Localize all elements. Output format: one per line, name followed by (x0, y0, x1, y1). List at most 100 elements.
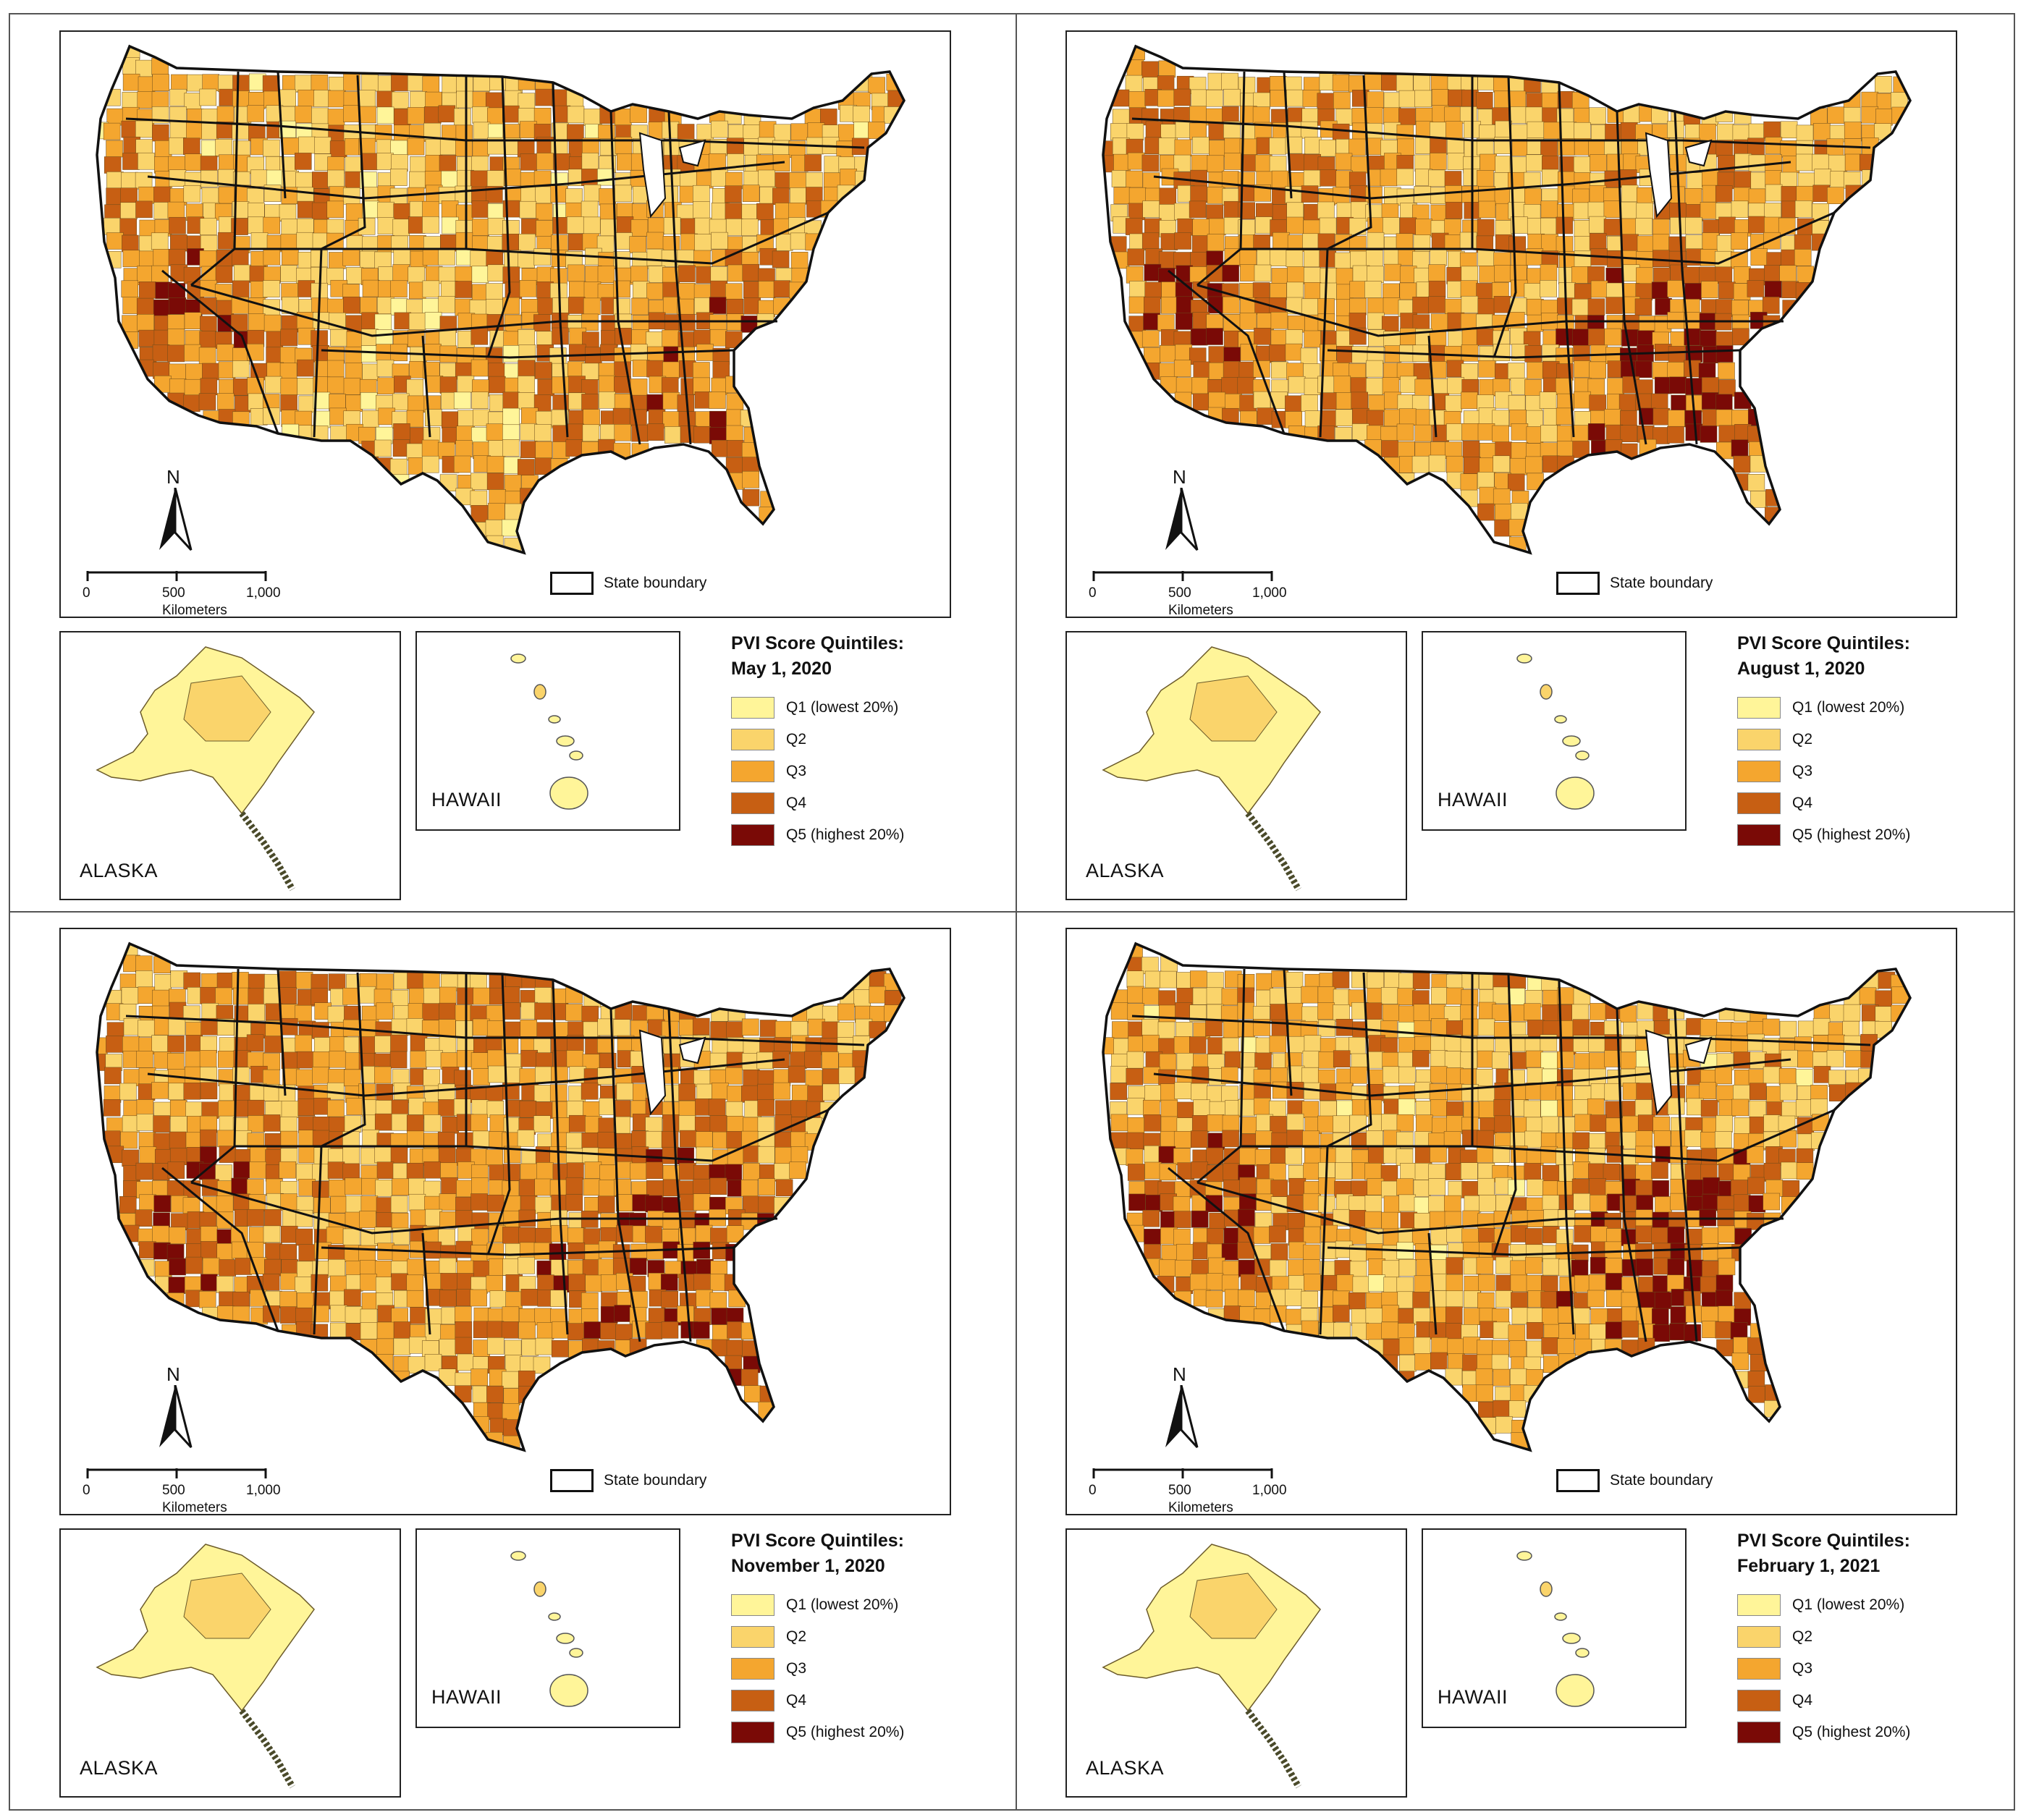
county-cell (1684, 1164, 1702, 1181)
alaska-inset[interactable]: ALASKA (59, 1528, 401, 1798)
county-cell (1288, 376, 1306, 394)
county-cell (629, 1258, 647, 1275)
county-cell (1300, 347, 1318, 365)
hawaii-inset[interactable]: HAWAII (1422, 1528, 1687, 1728)
county-cell (1590, 1003, 1607, 1020)
county-cell (1603, 200, 1621, 218)
county-cell (1366, 1130, 1383, 1148)
county-cell (1400, 376, 1417, 394)
county-cell (1380, 1020, 1398, 1038)
county-cell (709, 1115, 727, 1133)
county-cell (1718, 216, 1736, 234)
county-cell (1176, 1053, 1194, 1070)
county-cell (1526, 410, 1543, 428)
county-cell (519, 200, 537, 219)
county-cell (470, 328, 489, 345)
contiguous-us-map[interactable]: N 0 500 1,000 Kilometers (59, 928, 951, 1515)
county-cell (1174, 1082, 1192, 1099)
county-cell (1524, 1163, 1542, 1180)
county-cell (1335, 109, 1353, 126)
alaska-inset[interactable]: ALASKA (59, 631, 401, 900)
county-cell (264, 376, 282, 394)
county-cell (1891, 92, 1908, 109)
county-cell (280, 394, 297, 412)
alaska-interior-region (1189, 675, 1278, 742)
county-cell (743, 1195, 760, 1214)
state-boundary-line (1153, 161, 1791, 200)
hawaii-inset[interactable]: HAWAII (415, 1528, 680, 1728)
county-cell (1445, 1274, 1464, 1292)
contiguous-us-map[interactable]: N 0 500 1,000 Kilometers (1065, 928, 1957, 1515)
county-cell (171, 74, 188, 92)
county-cell (583, 1321, 601, 1339)
county-cell (518, 329, 536, 347)
county-cell (1270, 249, 1287, 266)
county-cell (281, 219, 299, 237)
county-cell (1716, 1085, 1734, 1103)
county-cell (233, 264, 251, 282)
county-cell (438, 296, 455, 313)
county-cell (693, 1193, 711, 1211)
county-cell (1286, 250, 1304, 268)
county-cell (1366, 1323, 1383, 1340)
county-cell (758, 281, 776, 298)
county-cell (407, 107, 425, 124)
county-cell (183, 1083, 201, 1100)
hawaii-inset[interactable]: HAWAII (1422, 631, 1687, 831)
county-cell (359, 250, 377, 268)
county-cell (1224, 137, 1242, 156)
county-cell (235, 1258, 253, 1275)
contiguous-us-map[interactable]: N 0 500 1,000 Kilometers (59, 30, 951, 618)
county-cell (122, 153, 140, 170)
county-cell (345, 1177, 362, 1195)
county-cell (486, 170, 505, 187)
county-cell (392, 1245, 410, 1263)
county-cell (1780, 121, 1798, 139)
county-cell (567, 216, 584, 234)
county-cell (1797, 1020, 1815, 1038)
county-cell (1827, 187, 1844, 204)
county-cell (455, 1020, 473, 1038)
legend-swatch-q3 (1737, 761, 1781, 782)
county-cell (1412, 297, 1430, 314)
county-cell (1574, 283, 1592, 301)
hawaii-inset[interactable]: HAWAII (415, 631, 680, 831)
county-cell (152, 1225, 169, 1243)
county-cell (1527, 1179, 1544, 1196)
county-cell (280, 265, 297, 282)
legend-swatch-q1 (1737, 1594, 1781, 1616)
contiguous-us-map[interactable]: N 0 500 1,000 Kilometers (1065, 30, 1957, 618)
county-cell (709, 297, 727, 314)
county-cell (297, 200, 315, 219)
county-cell (410, 91, 427, 109)
county-cell (1269, 1163, 1286, 1180)
county-cell (439, 986, 457, 1004)
lake-shape (638, 1029, 667, 1116)
county-cell (1317, 93, 1335, 110)
county-cell (551, 1259, 568, 1277)
county-cell (202, 1257, 220, 1275)
county-cell (662, 391, 680, 410)
county-cell (374, 1036, 392, 1053)
county-cell (1462, 440, 1480, 458)
county-cell (1445, 1257, 1464, 1274)
county-cell (1573, 1193, 1590, 1211)
alaska-inset[interactable]: ALASKA (1065, 1528, 1407, 1798)
county-cell (1794, 200, 1812, 218)
county-cell (1572, 1132, 1590, 1150)
county-cell (473, 1260, 491, 1278)
county-cell (295, 153, 312, 170)
county-cell (1430, 1099, 1448, 1117)
county-cell (1252, 282, 1270, 300)
alaska-inset[interactable]: ALASKA (1065, 631, 1407, 900)
county-cell (1269, 344, 1286, 362)
county-cell (1605, 123, 1622, 141)
county-cell (1477, 219, 1495, 237)
county-cell (1778, 1068, 1797, 1085)
county-cell (1301, 1067, 1319, 1085)
county-cell (1557, 1051, 1574, 1069)
county-cell (711, 232, 728, 250)
legend-label: Q2 (786, 731, 807, 748)
county-cell (1269, 1259, 1287, 1277)
county-cell (1620, 410, 1637, 428)
